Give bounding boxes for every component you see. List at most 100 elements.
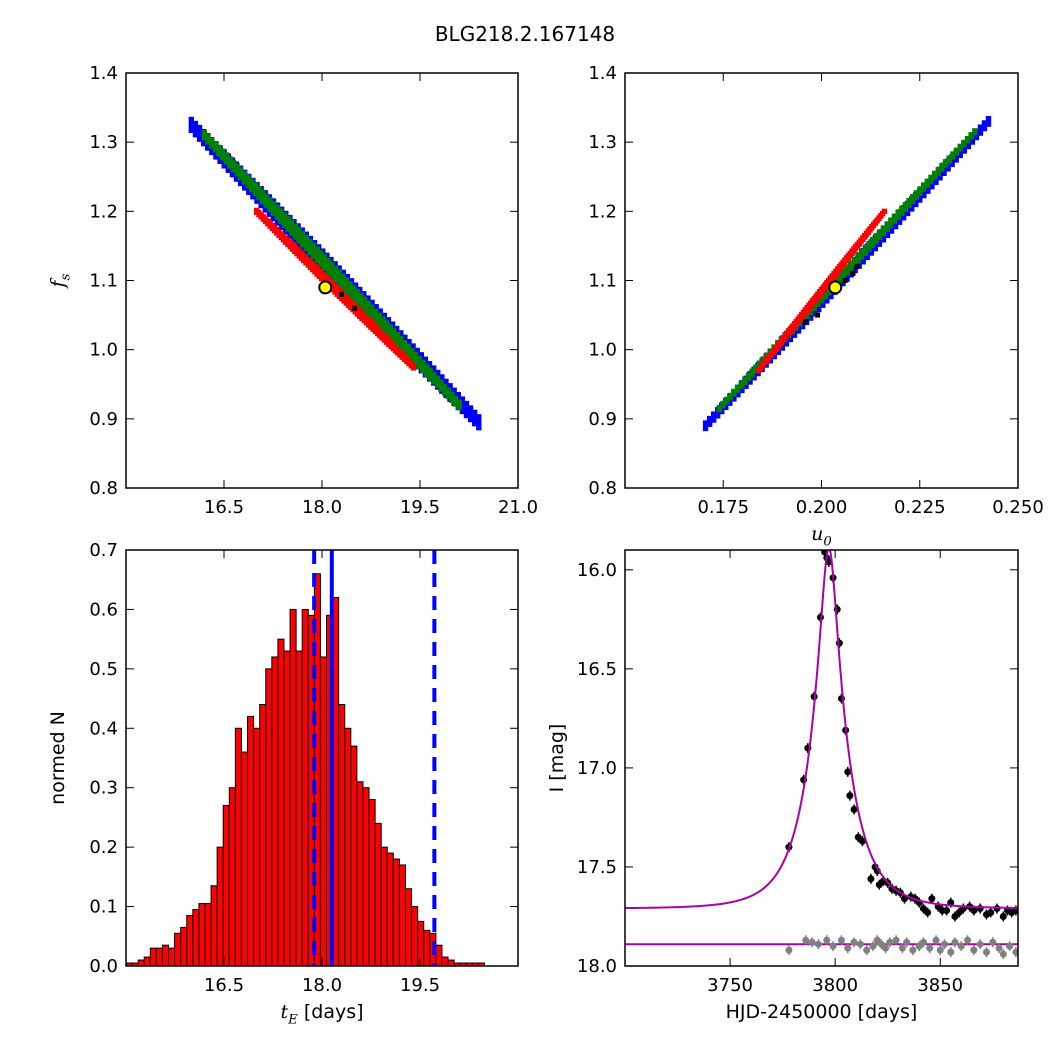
contour-cell-2-sigma: [924, 178, 931, 188]
histogram-bar: [253, 727, 261, 966]
x-tick-label: 3750: [707, 975, 753, 996]
residual-point: [823, 936, 831, 944]
contour-cell-2-sigma: [727, 392, 733, 401]
y-tick-label: 1.3: [89, 132, 118, 153]
contour-cell-2-sigma: [383, 320, 390, 336]
data-point: [924, 909, 932, 917]
contour-cell-2-sigma: [957, 143, 963, 152]
contour-cell-2-sigma: [968, 132, 974, 140]
plot-area: [625, 550, 1018, 960]
residual-point: [932, 936, 940, 944]
contour-cell-2-sigma: [946, 155, 952, 164]
contour-cell-2-sigma: [274, 204, 280, 220]
contour-cell-2-sigma: [931, 170, 938, 180]
contour-cell-2-sigma: [880, 225, 887, 236]
contour-cell-2-sigma: [259, 189, 266, 205]
contour-cell-2-sigma: [238, 167, 244, 181]
contour-cell-2-sigma: [278, 208, 284, 224]
contour-cell-2-sigma: [891, 213, 898, 224]
contour-cell-2-sigma: [270, 200, 277, 217]
contour-cell-2-sigma: [844, 264, 850, 276]
contour-cell-2-sigma: [296, 227, 302, 244]
histogram-bar: [386, 852, 394, 966]
contour-cell-2-sigma: [869, 237, 876, 248]
contour-cell-2-sigma: [928, 174, 934, 184]
contour-cell-2-sigma: [858, 248, 865, 260]
histogram-bar: [137, 959, 145, 966]
histogram-bar: [289, 608, 297, 966]
y-tick-label: 18.0: [577, 956, 617, 977]
histogram-bar: [228, 787, 236, 966]
histogram-bar: [392, 858, 400, 966]
histogram-bar: [204, 903, 212, 966]
y-tick-label: 0.1: [89, 897, 118, 918]
y-tick-label: 1.2: [89, 201, 118, 222]
residual-point: [926, 944, 934, 952]
y-tick-label: 1.4: [89, 63, 118, 84]
residual-point: [882, 944, 890, 952]
contour-cell-2-sigma: [452, 395, 459, 407]
histogram-bar: [368, 799, 376, 966]
y-tick-label: 17.5: [577, 857, 617, 878]
contour-cell-2-sigma: [216, 144, 222, 157]
histogram-bar: [411, 906, 419, 966]
contour-cell-3-sigma: [981, 120, 988, 132]
data-point: [867, 875, 875, 883]
x-axis-label: HJD-2450000 [days]: [726, 1001, 918, 1023]
contour-cell-2-sigma: [361, 296, 368, 313]
x-tick-label: 18.0: [302, 497, 342, 518]
contour-cell-2-sigma: [917, 186, 923, 196]
contour-cell-3-sigma: [949, 154, 955, 168]
contour-cell-3-sigma: [715, 406, 721, 419]
data-point: [943, 907, 951, 915]
y-tick-label: 16.0: [577, 560, 617, 581]
x-tick-label: 0.250: [992, 497, 1044, 518]
residual-point: [970, 946, 978, 954]
contour-cell-2-sigma: [354, 288, 360, 306]
data-point: [928, 895, 936, 903]
contour-cell-3-sigma: [196, 124, 203, 142]
residual-point: [814, 940, 822, 948]
y-tick-label: 0.2: [89, 837, 118, 858]
contour-cell-2-sigma: [227, 155, 233, 169]
contour-cell-2-sigma: [350, 285, 357, 302]
contour-cell-2-sigma: [899, 205, 905, 216]
contour-cell-2-sigma: [431, 371, 437, 385]
contour-cell-2-sigma: [303, 234, 309, 252]
contour-cell-2-sigma: [369, 304, 375, 321]
contour-cell-3-sigma: [472, 409, 478, 427]
contour-cell-2-sigma: [818, 292, 825, 304]
contour-cell-2-sigma: [913, 190, 920, 200]
contour-cell-2-sigma: [434, 375, 441, 389]
contour-cell-2-sigma: [209, 137, 215, 149]
y-axis-label: fs: [47, 273, 74, 289]
residual-point: [989, 938, 997, 946]
contour-cell-2-sigma: [212, 141, 218, 153]
x-tick-label: 19.5: [400, 975, 440, 996]
contour-cell-2-sigma: [720, 400, 726, 409]
data-point: [846, 792, 854, 800]
contour-cell-2-sigma: [318, 250, 324, 267]
histogram-bar: [417, 920, 425, 966]
contour-cell-2-sigma: [961, 139, 967, 148]
contour-cell-2-sigma: [307, 238, 313, 256]
histogram-bar: [168, 947, 176, 966]
contour-cell-2-sigma: [445, 387, 451, 400]
histogram-bar: [435, 944, 443, 966]
contour-cell-2-sigma: [441, 383, 448, 396]
x-tick-label: 0.225: [894, 497, 946, 518]
histogram-bar: [265, 668, 273, 966]
y-tick-label: 1.2: [588, 201, 617, 222]
data-point: [999, 912, 1007, 920]
contour-cell-2-sigma: [851, 256, 858, 268]
histogram-bar: [356, 781, 364, 966]
histogram-bar: [216, 846, 224, 966]
contour-cell-2-sigma: [753, 364, 759, 374]
x-tick-label: 16.5: [204, 497, 244, 518]
histogram-bar: [210, 885, 218, 966]
contour-cell-2-sigma: [405, 343, 411, 359]
contour-cell-2-sigma: [855, 252, 861, 264]
residual-point: [844, 944, 852, 952]
residual-point: [940, 940, 948, 948]
residual-point: [999, 950, 1007, 958]
